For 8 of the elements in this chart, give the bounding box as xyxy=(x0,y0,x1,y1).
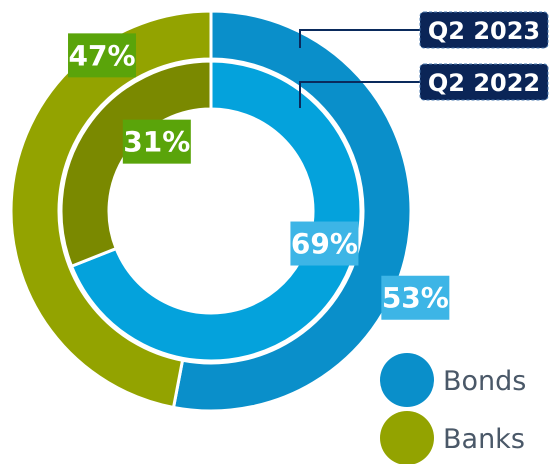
data-label: 47% xyxy=(68,39,136,72)
data-label: 53% xyxy=(382,282,449,315)
slice-label: Q2 2023 xyxy=(428,17,540,45)
legend-label: Banks xyxy=(443,424,525,455)
data-label: 69% xyxy=(290,228,358,261)
legend-label: Bonds xyxy=(443,366,526,397)
slice-label: Q2 2022 xyxy=(428,69,540,97)
data-label: 31% xyxy=(123,126,190,159)
